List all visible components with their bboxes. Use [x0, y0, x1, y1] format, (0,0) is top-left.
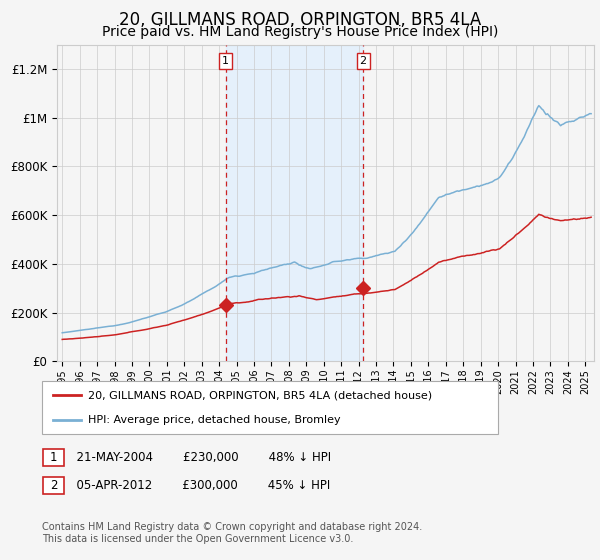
Text: Price paid vs. HM Land Registry's House Price Index (HPI): Price paid vs. HM Land Registry's House …	[102, 25, 498, 39]
Bar	[226, 45, 363, 361]
Text: 2: 2	[50, 479, 57, 492]
Text: 1: 1	[50, 451, 57, 464]
Text: HPI: Average price, detached house, Bromley: HPI: Average price, detached house, Brom…	[88, 414, 340, 424]
Text: Contains HM Land Registry data © Crown copyright and database right 2024.
This d: Contains HM Land Registry data © Crown c…	[42, 522, 422, 544]
Text: 1: 1	[222, 56, 229, 66]
Text: 20, GILLMANS ROAD, ORPINGTON, BR5 4LA: 20, GILLMANS ROAD, ORPINGTON, BR5 4LA	[119, 11, 481, 29]
Text: 2: 2	[359, 56, 367, 66]
Text: 05-APR-2012        £300,000        45% ↓ HPI: 05-APR-2012 £300,000 45% ↓ HPI	[69, 479, 330, 492]
Text: 21-MAY-2004        £230,000        48% ↓ HPI: 21-MAY-2004 £230,000 48% ↓ HPI	[69, 451, 331, 464]
Text: 20, GILLMANS ROAD, ORPINGTON, BR5 4LA (detached house): 20, GILLMANS ROAD, ORPINGTON, BR5 4LA (d…	[88, 390, 432, 400]
